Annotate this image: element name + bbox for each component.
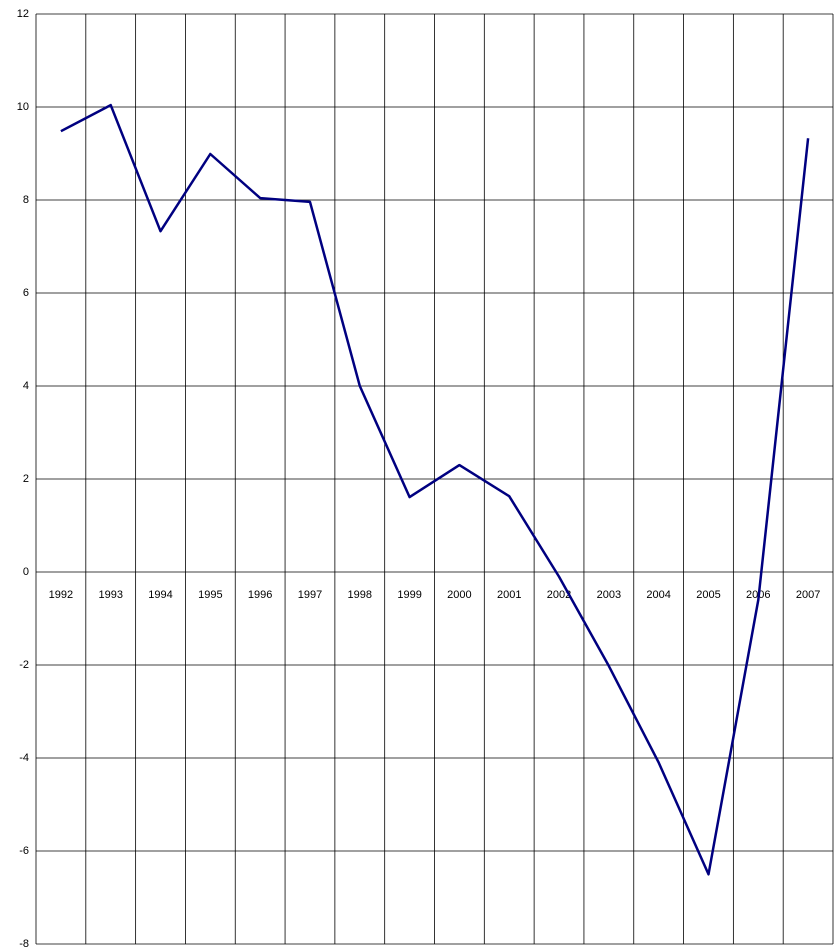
x-tick-label: 1999 <box>397 589 421 601</box>
y-tick-label: 8 <box>23 194 29 206</box>
y-tick-label: 12 <box>17 8 29 20</box>
x-tick-label: 1997 <box>298 589 322 601</box>
x-tick-label: 1992 <box>49 589 73 601</box>
x-tick-label: 2002 <box>547 589 571 601</box>
x-tick-label: 1995 <box>198 589 222 601</box>
y-tick-label: 10 <box>17 101 29 113</box>
y-tick-label: 0 <box>23 566 29 578</box>
y-tick-label: -8 <box>19 938 29 950</box>
x-tick-label: 2004 <box>646 589 670 601</box>
x-tick-label: 1996 <box>248 589 272 601</box>
y-tick-label: -6 <box>19 845 29 857</box>
x-tick-label: 1994 <box>148 589 172 601</box>
x-tick-label: 2000 <box>447 589 471 601</box>
y-tick-label: 2 <box>23 473 29 485</box>
y-tick-label: 6 <box>23 287 29 299</box>
x-tick-label: 2005 <box>696 589 720 601</box>
data-line <box>60 103 810 876</box>
x-tick-label: 1998 <box>348 589 372 601</box>
x-tick-label: 2003 <box>597 589 621 601</box>
y-tick-label: -4 <box>19 752 29 764</box>
x-tick-label: 2007 <box>796 589 820 601</box>
y-tick-label: -2 <box>19 659 29 671</box>
x-tick-label: 2001 <box>497 589 521 601</box>
y-tick-label: 4 <box>23 380 29 392</box>
x-tick-label: 1993 <box>98 589 122 601</box>
